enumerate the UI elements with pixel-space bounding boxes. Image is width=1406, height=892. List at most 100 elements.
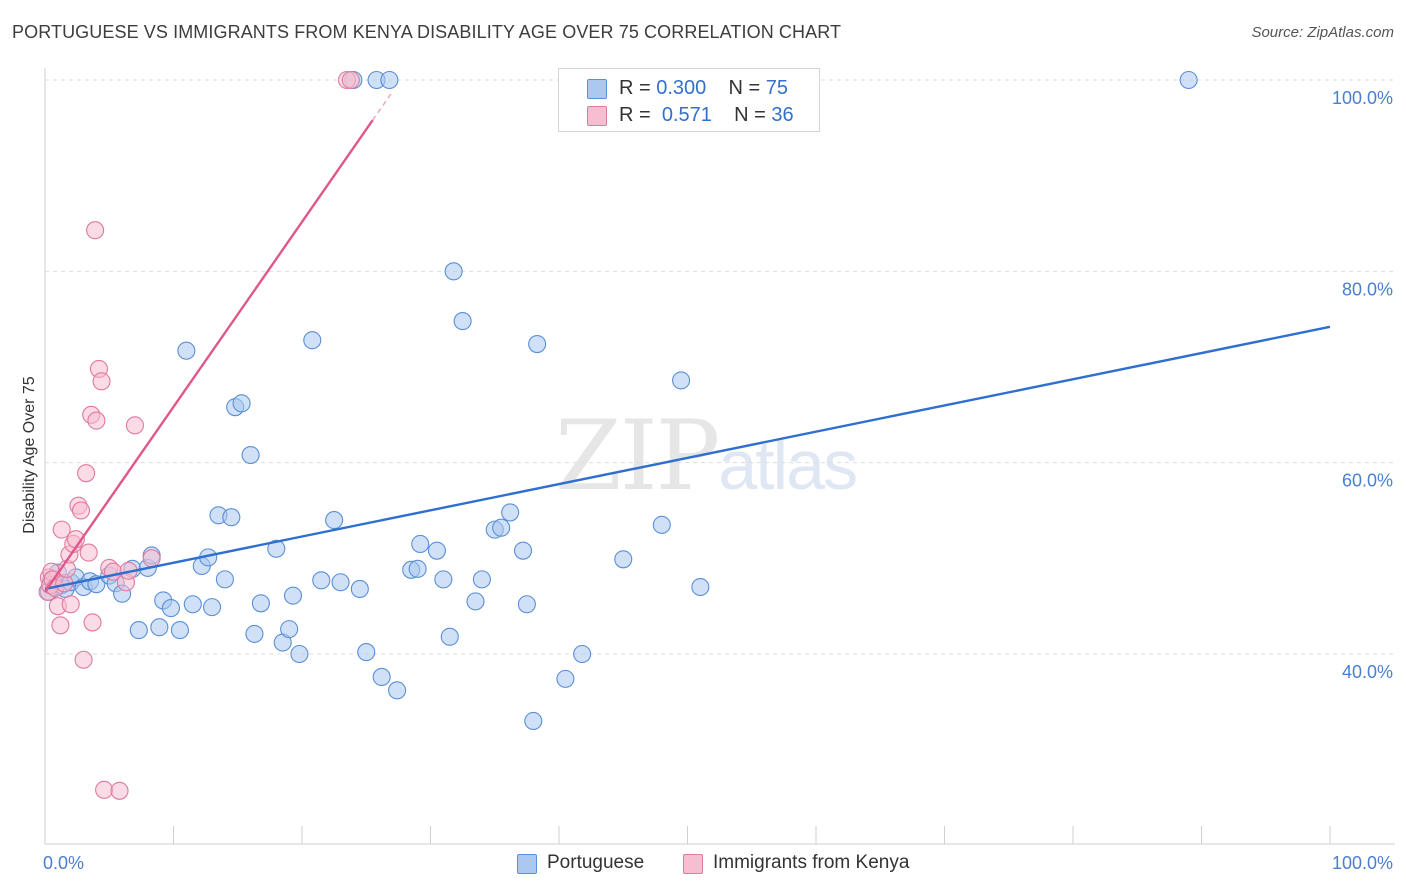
portuguese-point xyxy=(472,570,491,589)
data-points xyxy=(38,70,1198,800)
portuguese-point xyxy=(290,644,309,664)
kenya-point xyxy=(86,221,105,240)
watermark-atlas: atlas xyxy=(718,426,858,504)
bottom-legend-label-kenya: Immigrants from Kenya xyxy=(713,852,910,873)
y-tick-label: 100.0% xyxy=(1332,88,1393,108)
portuguese-point xyxy=(150,618,169,637)
kenya-point xyxy=(79,543,98,562)
portuguese-point xyxy=(501,503,520,522)
portuguese-point xyxy=(331,573,350,592)
portuguese-point xyxy=(411,534,430,554)
portuguese-point xyxy=(251,594,270,613)
kenya-point xyxy=(341,70,360,90)
legend-text-portuguese: R = 0.300 N = 75 xyxy=(619,77,788,100)
portuguese-point xyxy=(161,599,180,618)
portuguese-point xyxy=(652,515,671,534)
portuguese-point xyxy=(672,371,691,390)
kenya-trend-extension xyxy=(372,92,393,121)
portuguese-point xyxy=(691,577,710,597)
chart-title: PORTUGUESE VS IMMIGRANTS FROM KENYA DISA… xyxy=(12,22,842,42)
trend-lines xyxy=(44,92,1331,593)
portuguese-point xyxy=(528,334,547,354)
portuguese-point xyxy=(444,262,463,281)
kenya-point xyxy=(52,520,71,539)
portuguese-point xyxy=(325,511,344,530)
y-tick-label: 80.0% xyxy=(1342,279,1393,299)
bottom-legend-swatch-kenya xyxy=(683,854,703,874)
portuguese-point xyxy=(524,711,543,731)
portuguese-point xyxy=(183,595,202,614)
kenya-point xyxy=(95,780,114,799)
kenya-point xyxy=(110,781,129,800)
kenya-point xyxy=(71,501,91,520)
portuguese-point xyxy=(267,539,286,558)
portuguese-point xyxy=(427,541,446,560)
kenya-point xyxy=(61,595,80,614)
legend-n-label: N = xyxy=(728,77,761,99)
legend-swatch-kenya xyxy=(587,106,607,126)
x-tick-label-min: 0.0% xyxy=(43,853,84,873)
portuguese-point xyxy=(129,621,148,640)
bottom-legend-label-portuguese: Portuguese xyxy=(547,852,645,873)
portuguese-point xyxy=(573,644,592,664)
kenya-point xyxy=(83,613,102,632)
portuguese-point xyxy=(614,550,633,569)
portuguese-point xyxy=(241,445,260,465)
legend-r-value: 0.571 xyxy=(661,104,712,126)
legend-r-value: 0.300 xyxy=(656,77,707,99)
portuguese-point xyxy=(357,643,376,662)
portuguese-point xyxy=(434,570,453,589)
portuguese-point xyxy=(312,571,331,590)
grid-lines xyxy=(45,79,1395,655)
legend-r-label: R = xyxy=(619,77,651,99)
source-credit: Source: ZipAtlas.com xyxy=(1251,24,1394,41)
kenya-point xyxy=(74,650,93,669)
y-tick-labels: 40.0% 60.0% 80.0% 100.0% xyxy=(1332,88,1393,682)
portuguese-point xyxy=(513,541,533,560)
portuguese-point xyxy=(245,624,264,643)
portuguese-point xyxy=(408,559,427,578)
portuguese-point xyxy=(350,579,369,598)
portuguese-point xyxy=(1179,70,1198,90)
watermark: ZIPatlas xyxy=(555,400,858,512)
portuguese-point xyxy=(388,681,407,700)
portuguese-trend-line xyxy=(44,325,1331,591)
x-tick-label-max: 100.0% xyxy=(1332,853,1393,873)
y-axis-label: Disability Age Over 75 xyxy=(21,376,38,534)
portuguese-point xyxy=(440,627,459,646)
portuguese-point xyxy=(372,667,391,687)
portuguese-point xyxy=(466,592,485,611)
legend-r-label: R = xyxy=(619,104,651,126)
kenya-point xyxy=(77,464,96,483)
portuguese-point xyxy=(215,570,234,589)
portuguese-point xyxy=(492,518,511,537)
portuguese-point xyxy=(380,70,399,90)
kenya-point xyxy=(125,416,144,435)
portuguese-point xyxy=(280,620,299,639)
kenya-point xyxy=(51,616,70,635)
portuguese-point xyxy=(177,341,196,360)
y-tick-label: 60.0% xyxy=(1342,471,1393,491)
portuguese-point xyxy=(303,331,322,350)
legend-n-value: 36 xyxy=(771,104,794,126)
portuguese-point xyxy=(170,621,189,640)
kenya-point xyxy=(92,372,111,391)
x-tick-marks xyxy=(44,826,1331,844)
portuguese-point xyxy=(453,312,472,331)
y-tick-label: 40.0% xyxy=(1342,662,1393,682)
portuguese-point xyxy=(222,508,241,527)
legend-swatch-portuguese xyxy=(587,79,607,99)
legend-n-label: N = xyxy=(734,104,766,126)
portuguese-point xyxy=(283,586,303,605)
kenya-point xyxy=(142,549,161,568)
portuguese-point xyxy=(203,598,222,617)
portuguese-point xyxy=(517,595,536,614)
kenya-trend-line xyxy=(44,119,374,593)
legend-text-kenya: R = 0.571 N = 36 xyxy=(619,104,794,127)
axes xyxy=(44,68,1395,845)
portuguese-point xyxy=(556,669,575,688)
portuguese-point xyxy=(232,394,251,413)
legend-n-value: 75 xyxy=(765,77,789,99)
bottom-legend-swatch-portuguese xyxy=(517,854,537,874)
